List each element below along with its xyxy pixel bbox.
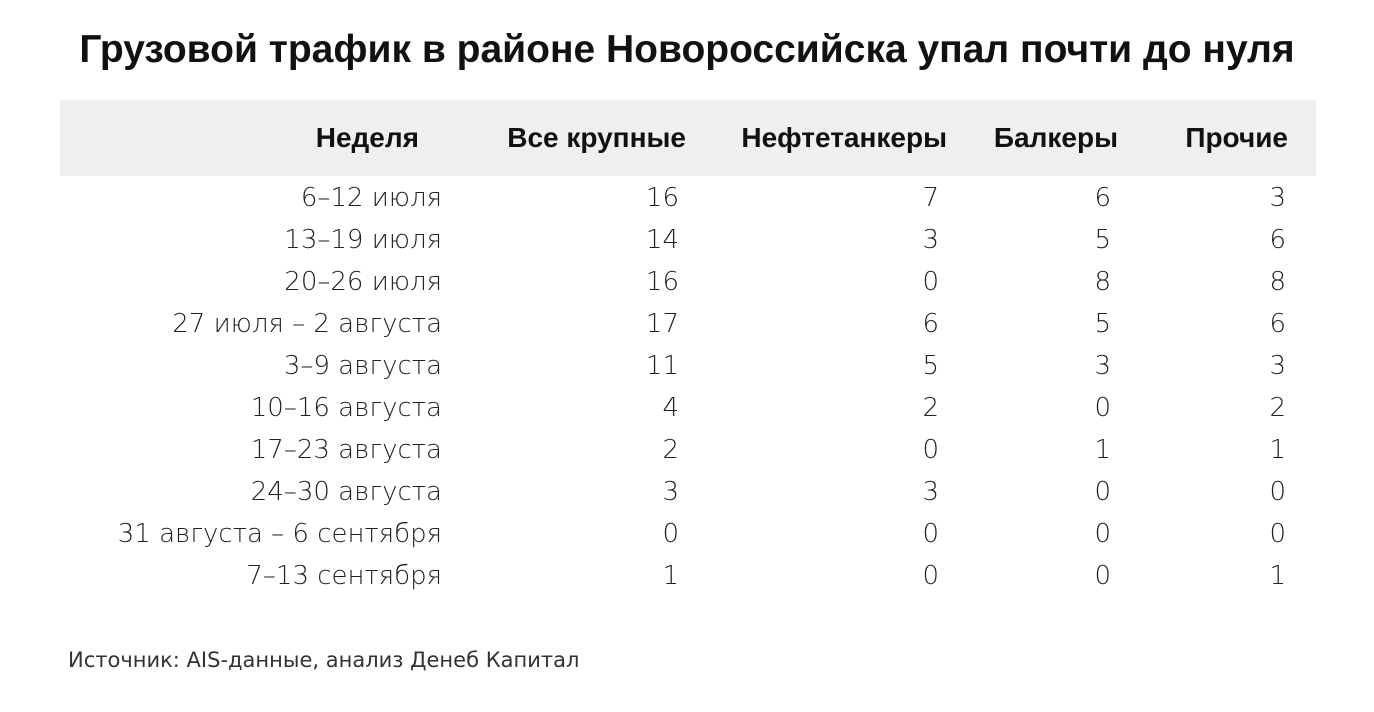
value-cell: 1 [662, 561, 679, 591]
value-cell: 5 [1094, 309, 1111, 339]
value-cell: 17 [645, 309, 679, 339]
value-cell: 4 [662, 393, 679, 423]
value-cell: 0 [1094, 393, 1111, 423]
value-cell: 14 [645, 225, 679, 255]
value-cell: 3 [662, 477, 679, 507]
value-cell: 0 [1094, 477, 1111, 507]
value-cell: 0 [1269, 477, 1286, 507]
value-cell: 5 [1094, 225, 1111, 255]
value-cell: 3 [1094, 351, 1111, 381]
value-cell: 6 [1094, 183, 1111, 213]
week-cell: 3–9 августа [283, 351, 442, 381]
header-band [60, 100, 1316, 176]
column-header: Прочие [1185, 122, 1288, 153]
value-cell: 5 [922, 351, 939, 381]
value-cell: 7 [922, 183, 939, 213]
value-cell: 3 [1269, 351, 1286, 381]
value-cell: 6 [1269, 225, 1286, 255]
value-cell: 8 [1094, 267, 1111, 297]
value-cell: 0 [1269, 519, 1286, 549]
week-cell: 31 августа – 6 сентября [117, 519, 442, 549]
value-cell: 2 [922, 393, 939, 423]
week-cell: 27 июля – 2 августа [172, 309, 442, 339]
week-cell: 13–19 июля [284, 225, 442, 255]
column-header: Балкеры [993, 122, 1118, 153]
value-cell: 0 [922, 435, 939, 465]
week-cell: 7–13 сентября [246, 561, 442, 591]
value-cell: 0 [662, 519, 679, 549]
value-cell: 6 [1269, 309, 1286, 339]
value-cell: 0 [1094, 519, 1111, 549]
column-header: Неделя [315, 122, 419, 153]
value-cell: 1 [1269, 435, 1286, 465]
value-cell: 0 [1094, 561, 1111, 591]
week-cell: 6–12 июля [300, 183, 442, 213]
value-cell: 8 [1269, 267, 1286, 297]
column-header: Нефтетанкеры [741, 122, 947, 153]
value-cell: 3 [922, 477, 939, 507]
value-cell: 0 [922, 519, 939, 549]
title: Грузовой трафик в районе Новороссийска у… [79, 28, 1295, 71]
week-cell: 20–26 июля [284, 267, 442, 297]
value-cell: 3 [922, 225, 939, 255]
value-cell: 2 [1269, 393, 1286, 423]
week-cell: 24–30 августа [250, 477, 442, 507]
column-header: Все крупные [507, 122, 686, 153]
value-cell: 6 [922, 309, 939, 339]
value-cell: 0 [922, 561, 939, 591]
value-cell: 3 [1269, 183, 1286, 213]
value-cell: 2 [662, 435, 679, 465]
value-cell: 1 [1094, 435, 1111, 465]
value-cell: 16 [645, 183, 679, 213]
value-cell: 1 [1269, 561, 1286, 591]
value-cell: 16 [645, 267, 679, 297]
week-cell: 10–16 августа [250, 393, 442, 423]
week-cell: 17–23 августа [250, 435, 442, 465]
value-cell: 11 [645, 351, 679, 381]
source: Источник: AIS-данные, анализ Денеб Капит… [68, 648, 580, 672]
value-cell: 0 [922, 267, 939, 297]
